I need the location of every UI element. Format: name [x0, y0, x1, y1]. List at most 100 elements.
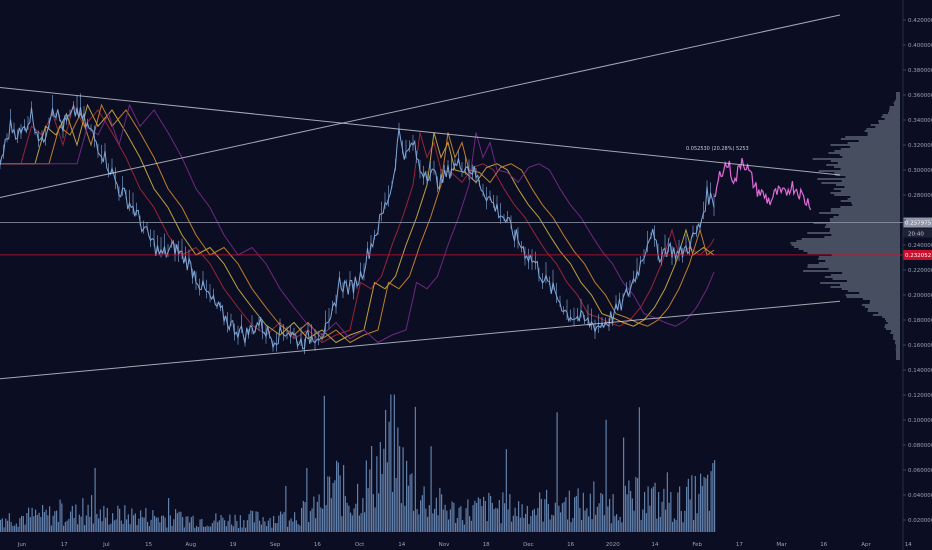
volume-bar	[630, 490, 632, 532]
volume-bar	[437, 515, 439, 532]
volume-bar	[523, 517, 525, 532]
volume-bar	[35, 509, 37, 532]
volume-bar	[129, 524, 131, 532]
volume-bar	[673, 518, 675, 532]
volume-bar	[47, 515, 49, 532]
volume-bar	[369, 469, 371, 532]
volume-bar	[383, 448, 385, 532]
volume-bar	[239, 515, 241, 532]
volume-bar	[238, 527, 240, 532]
volume-profile-bar	[840, 206, 900, 208]
volume-bar	[563, 501, 565, 532]
volume-bar	[68, 518, 70, 532]
volume-bar	[357, 483, 359, 532]
volume-bar	[668, 502, 670, 532]
trend-line-1[interactable]	[0, 87, 841, 176]
trend-line-3[interactable]	[0, 300, 841, 380]
volume-bar	[159, 522, 161, 532]
price-axis[interactable]: 0.420000 0.400000 0.380000 0.360000 0.340000…	[903, 18, 932, 524]
volume-bar	[399, 446, 401, 532]
projection-line	[713, 157, 812, 211]
trend-line-2[interactable]	[0, 14, 841, 198]
volume-profile-bar	[842, 272, 900, 274]
volume-bar	[64, 521, 66, 532]
time-axis[interactable]: Jun 17 Jul 15 Aug 19 Sep 16 Oct 14 Nov 18 Dec 16 2020 1…	[17, 542, 912, 548]
volume-profile-bar	[807, 232, 900, 234]
volume-bar	[406, 460, 408, 532]
x-tick-label: Jun	[17, 542, 27, 548]
volume-bar	[439, 487, 441, 532]
volume-bar	[654, 482, 656, 532]
volume-bar	[232, 526, 234, 532]
volume-profile-bar	[896, 354, 900, 356]
volume-bar	[393, 394, 395, 532]
volume-profile-bar	[790, 242, 900, 244]
volume-bar	[577, 488, 579, 532]
volume-bar	[472, 505, 474, 532]
volume-bar	[320, 507, 322, 532]
volume-bar	[267, 520, 269, 532]
volume-bar	[553, 515, 555, 532]
volume-bar	[348, 505, 350, 532]
horizontal-levels[interactable]: 0.257975 0.232052 20:40	[0, 217, 932, 260]
volume-bar	[647, 486, 649, 532]
volume-bar	[588, 516, 590, 532]
volume-bar	[281, 514, 283, 532]
volume-bar	[94, 467, 96, 532]
volume-bar	[106, 507, 108, 532]
volume-profile-bar	[878, 122, 900, 124]
volume-bar	[584, 510, 586, 532]
volume-bar	[334, 480, 336, 532]
volume-bar	[490, 495, 492, 532]
volume-bar	[546, 489, 548, 532]
volume-bar	[120, 520, 122, 532]
volume-bar	[404, 505, 406, 532]
volume-profile-bar	[829, 218, 900, 220]
volume-profile-bar	[896, 358, 900, 360]
y-tick-label: 0.160000	[908, 343, 932, 349]
volume-bar	[329, 476, 331, 532]
volume-bar	[115, 519, 117, 532]
volume-bar	[213, 520, 215, 532]
volume-bar	[173, 519, 175, 532]
volume-profile-bar	[821, 182, 900, 184]
volume-bar	[511, 521, 513, 532]
volume-bar	[677, 492, 679, 532]
volume-profile-bar	[884, 318, 900, 320]
volume-bar	[521, 504, 523, 532]
volume-bar	[441, 494, 443, 532]
trend-lines[interactable]	[0, 14, 841, 380]
volume-bar	[500, 523, 502, 532]
x-tick-label: 16	[314, 542, 321, 548]
volume-bar	[42, 504, 44, 532]
volume-bar	[609, 498, 611, 532]
volume-profile-bar	[896, 352, 900, 354]
x-tick-label: 14	[398, 542, 405, 548]
volume-bar	[456, 518, 458, 532]
volume-bar	[162, 515, 164, 532]
volume-profile-bar	[895, 340, 900, 342]
volume-bar	[682, 522, 684, 532]
volume-bar	[145, 507, 147, 532]
volume-bar	[465, 508, 467, 532]
volume-bar	[283, 512, 285, 532]
volume-bar	[257, 511, 259, 532]
volume-bar	[486, 521, 488, 532]
volume-profile-bar	[834, 172, 900, 174]
volume-bar	[547, 503, 549, 532]
volume-bar	[260, 524, 262, 532]
volume-bar	[255, 511, 257, 532]
volume-bar	[372, 494, 374, 532]
volume-profile-bar	[850, 196, 900, 198]
volume-profile-bar	[896, 94, 900, 96]
volume-bar	[152, 510, 154, 532]
volume-profile-bar	[896, 92, 900, 94]
volume-bar	[379, 442, 381, 532]
volume-bar	[84, 525, 86, 532]
volume-bar	[169, 515, 171, 532]
volume-bar	[126, 519, 128, 532]
volume-bar	[428, 505, 430, 532]
volume-bar	[470, 520, 472, 532]
volume-bar	[421, 495, 423, 532]
